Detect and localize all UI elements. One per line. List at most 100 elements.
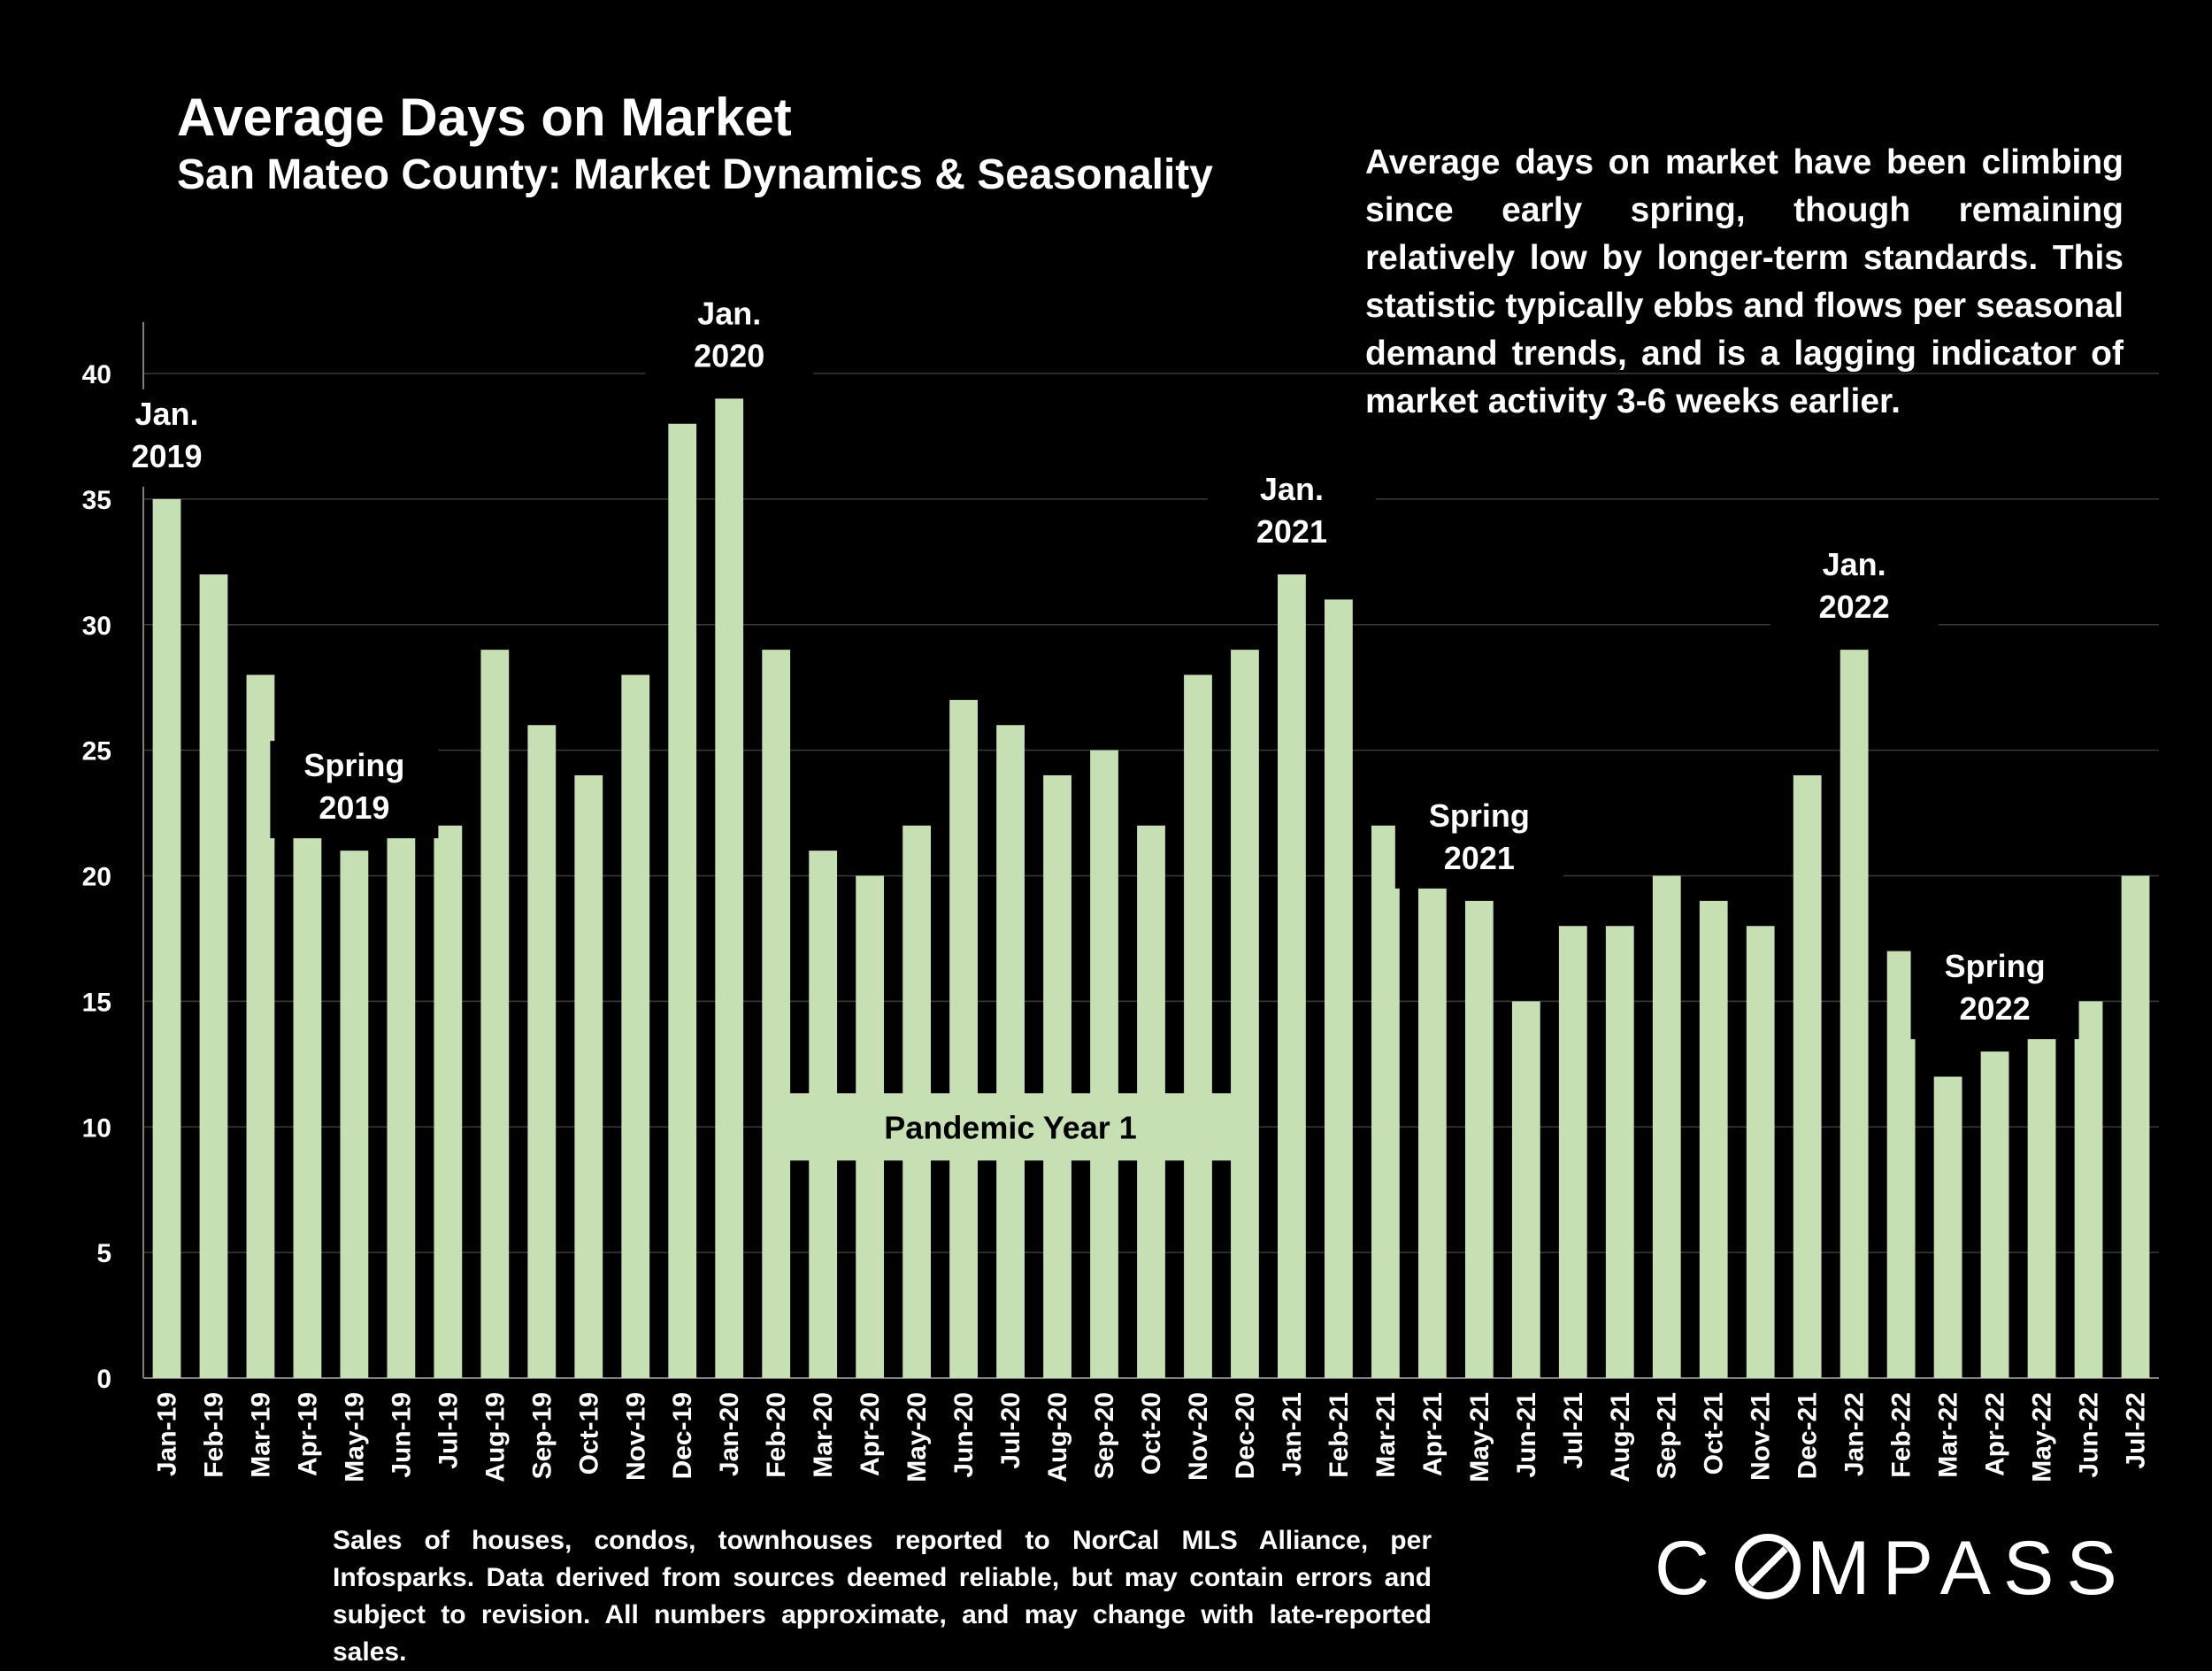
y-tick-labels: 0 5 10 15 20 25 30 35 40 xyxy=(82,360,111,1394)
x-tick-label: Aug-20 xyxy=(1043,1392,1072,1482)
x-tick-label: Apr-20 xyxy=(856,1392,885,1476)
bar-jun-21 xyxy=(1511,1001,1540,1378)
annotation-background xyxy=(1910,942,2079,1040)
commentary-text: Average days on market have been climbin… xyxy=(1365,143,2124,420)
x-tick-label: Jan-21 xyxy=(1278,1392,1307,1476)
x-tick-label: Feb-21 xyxy=(1325,1392,1354,1478)
x-tick-labels: Jan-19 Feb-19 Mar-19 Apr-19 May-19 Jun-19 Jul-… xyxy=(152,1392,2150,1482)
x-tick-label: Dec-19 xyxy=(668,1392,697,1479)
y-tick-label: 15 xyxy=(82,988,111,1017)
x-tick-label: Nov-21 xyxy=(1747,1392,1776,1481)
bar-jan-19 xyxy=(152,498,181,1378)
annotation-label: Jan. xyxy=(1260,471,1324,507)
bar-jun-20 xyxy=(949,699,978,1378)
x-tick-label: Oct-20 xyxy=(1137,1392,1166,1475)
bar-may-21 xyxy=(1464,900,1494,1378)
x-tick-label: Sep-19 xyxy=(527,1392,557,1479)
x-tick-label: Jun-20 xyxy=(949,1392,979,1478)
x-tick-label: Nov-19 xyxy=(621,1392,650,1481)
annotation-label: 2022 xyxy=(1960,990,2031,1027)
x-tick-label: Apr-19 xyxy=(293,1392,322,1476)
x-tick-label: Nov-20 xyxy=(1184,1392,1213,1481)
annotation-background xyxy=(1770,540,1939,638)
x-tick-label: Oct-21 xyxy=(1700,1392,1729,1475)
bar-aug-20 xyxy=(1043,775,1071,1378)
logo-text-rest: MPASS xyxy=(1807,1527,2124,1606)
bar-jan-21 xyxy=(1278,574,1306,1378)
bar-sep-20 xyxy=(1090,750,1118,1378)
y-tick-label: 0 xyxy=(96,1365,111,1394)
annotation-background xyxy=(1207,465,1376,562)
bar-may-19 xyxy=(340,851,369,1378)
x-tick-label: Oct-19 xyxy=(574,1392,603,1475)
annotation-label: Spring xyxy=(1429,797,1530,834)
bar-feb-19 xyxy=(199,574,228,1378)
bar-aug-21 xyxy=(1605,926,1634,1378)
bar-jul-19 xyxy=(434,825,463,1378)
logo-text: C xyxy=(1655,1527,1722,1606)
bar-jul-20 xyxy=(996,725,1025,1378)
annotation-label: 2021 xyxy=(1444,840,1515,876)
bar-apr-19 xyxy=(293,825,322,1378)
annotation-label: 2020 xyxy=(694,337,764,373)
annotation-label: Spring xyxy=(303,747,404,783)
bar-mar-19 xyxy=(246,674,275,1378)
bar-jun-19 xyxy=(387,750,416,1378)
x-tick-label: May-19 xyxy=(340,1392,369,1482)
bars xyxy=(152,398,2150,1378)
annotation-label: 2021 xyxy=(1256,513,1327,550)
bar-may-22 xyxy=(2027,1001,2056,1378)
pandemic-callout-label: Pandemic Year 1 xyxy=(884,1109,1137,1145)
annotation-background xyxy=(82,389,251,487)
bar-jul-21 xyxy=(1558,926,1587,1378)
x-tick-label: Jun-19 xyxy=(387,1392,416,1478)
bar-dec-21 xyxy=(1793,775,1822,1378)
bar-mar-22 xyxy=(1933,1076,1962,1378)
logo-mark xyxy=(1735,1534,1801,1599)
bar-jan-20 xyxy=(715,398,744,1378)
x-tick-label: Jan-19 xyxy=(152,1392,181,1476)
bar-sep-19 xyxy=(527,725,557,1378)
annotation-label: 2022 xyxy=(1819,589,1890,625)
bar-jun-22 xyxy=(2074,1001,2103,1378)
bar-feb-22 xyxy=(1886,951,1916,1378)
x-tick-label: May-21 xyxy=(1465,1392,1494,1482)
bar-aug-19 xyxy=(480,650,510,1378)
x-tick-label: Sep-21 xyxy=(1653,1392,1682,1479)
x-tick-label: Jul-21 xyxy=(1559,1392,1588,1469)
y-tick-label: 25 xyxy=(82,737,111,766)
x-tick-label: Feb-22 xyxy=(1887,1392,1916,1478)
chart-subtitle: San Mateo County: Market Dynamics & Seas… xyxy=(177,151,1213,198)
y-tick-label: 30 xyxy=(82,612,111,641)
bar-dec-20 xyxy=(1231,650,1259,1378)
bar-nov-19 xyxy=(621,674,650,1378)
x-tick-label: Dec-20 xyxy=(1231,1392,1260,1479)
annotation-background xyxy=(270,741,439,839)
annotation-label: Jan. xyxy=(1823,546,1886,582)
bar-nov-21 xyxy=(1746,926,1775,1378)
x-tick-label: Jul-22 xyxy=(2122,1392,2151,1469)
bar-nov-20 xyxy=(1184,674,1212,1378)
y-tick-label: 10 xyxy=(82,1113,111,1143)
chart-title: Average Days on Market xyxy=(177,88,792,147)
x-tick-label: Jun-22 xyxy=(2075,1392,2104,1478)
x-tick-label: Mar-21 xyxy=(1371,1392,1401,1478)
x-tick-label: Mar-20 xyxy=(809,1392,838,1478)
x-tick-label: May-22 xyxy=(2028,1392,2057,1482)
x-tick-label: May-20 xyxy=(902,1392,932,1482)
x-tick-label: Mar-19 xyxy=(246,1392,275,1478)
bar-dec-19 xyxy=(668,423,697,1378)
x-tick-label: Mar-22 xyxy=(1934,1392,1963,1478)
bar-feb-21 xyxy=(1325,599,1353,1378)
source-footnote: Sales of houses, condos, townhouses repo… xyxy=(333,1526,1432,1667)
x-tick-label: Aug-19 xyxy=(480,1392,510,1482)
y-tick-label: 35 xyxy=(82,486,111,515)
annotation-background xyxy=(645,289,814,387)
annotation-label: 2019 xyxy=(131,438,202,474)
x-tick-label: Jun-21 xyxy=(1512,1392,1541,1478)
compass-logo: C MPASS xyxy=(1655,1527,2124,1606)
pandemic-callout-box xyxy=(782,1093,1239,1161)
x-tick-label: Jan-20 xyxy=(715,1392,744,1476)
bar-jan-22 xyxy=(1839,650,1869,1378)
